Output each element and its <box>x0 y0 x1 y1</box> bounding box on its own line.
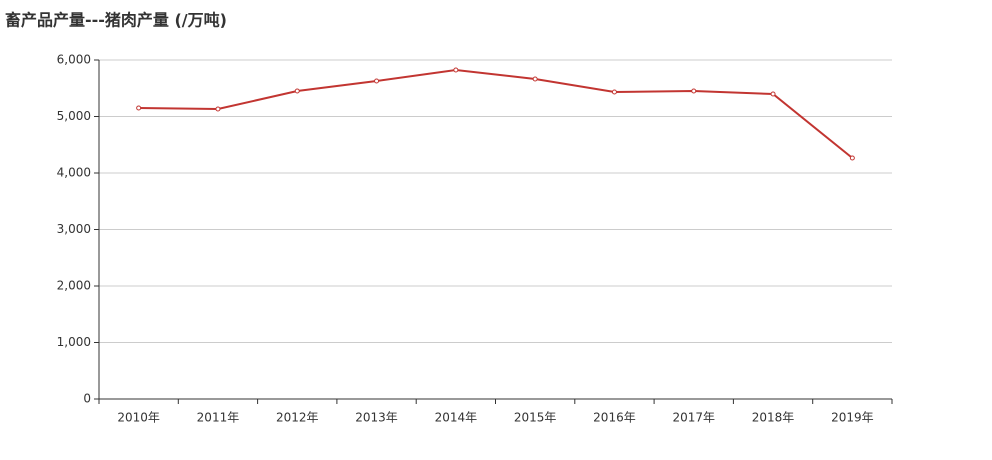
x-tick-label: 2016年 <box>593 411 636 425</box>
point <box>691 88 697 94</box>
x-tick-label: 2013年 <box>355 411 398 425</box>
y-tick-label: 1,000 <box>57 335 91 349</box>
point <box>453 67 459 73</box>
x-tick-label: 2014年 <box>435 411 478 425</box>
point <box>532 76 538 82</box>
point <box>770 91 776 97</box>
line <box>138 68 853 159</box>
y-tick-label: 6,000 <box>57 53 91 67</box>
point <box>136 105 142 111</box>
y-tick-label: 5,000 <box>57 109 91 123</box>
x-tick-label: 2015年 <box>514 411 557 425</box>
chart-title: 畜产品产量---猪肉产量 (/万吨) <box>5 11 227 30</box>
y-tick-label: 0 <box>83 392 91 406</box>
point <box>294 88 300 94</box>
x-tick-label: 2018年 <box>752 411 795 425</box>
point <box>215 106 221 112</box>
point <box>374 78 380 84</box>
point <box>611 89 617 95</box>
y-tick-label: 2,000 <box>57 279 91 293</box>
y-tick-label: 4,000 <box>57 166 91 180</box>
x-tick-label: 2017年 <box>672 411 715 425</box>
x-tick-label: 2012年 <box>276 411 319 425</box>
x-tick-label: 2010年 <box>117 411 160 425</box>
point <box>849 155 855 161</box>
x-tick-label: 2011年 <box>197 411 240 425</box>
x-tick-label: 2019年 <box>831 411 874 425</box>
y-tick-label: 3,000 <box>57 222 91 236</box>
